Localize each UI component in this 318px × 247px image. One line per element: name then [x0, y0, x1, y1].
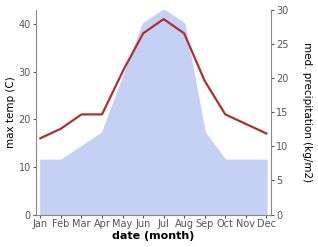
Y-axis label: med. precipitation (kg/m2): med. precipitation (kg/m2) — [302, 42, 313, 182]
Y-axis label: max temp (C): max temp (C) — [5, 76, 16, 148]
X-axis label: date (month): date (month) — [112, 231, 195, 242]
